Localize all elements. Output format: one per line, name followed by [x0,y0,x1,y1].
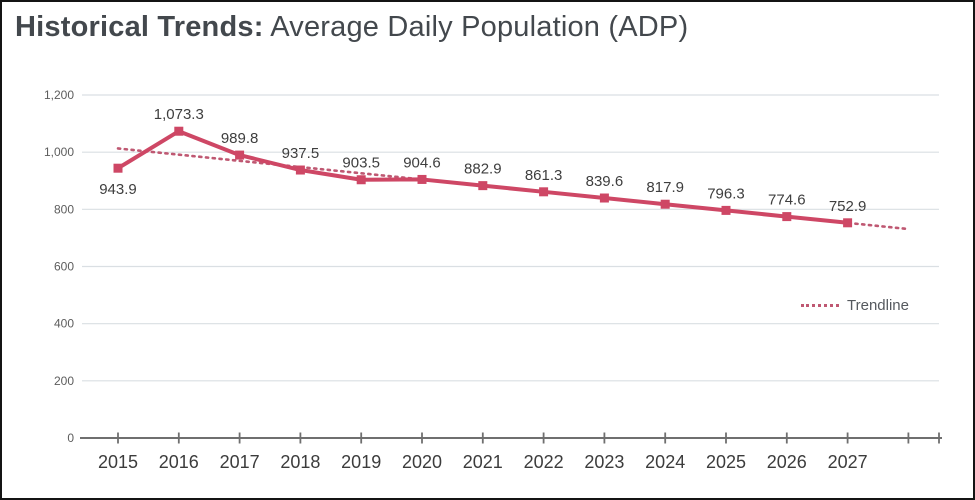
data-point-label: 903.5 [342,155,380,172]
data-point-label: 774.6 [768,192,806,209]
y-axis-label: 1,000 [44,145,74,159]
year-label: 2026 [767,452,807,472]
data-point-label: 937.5 [282,145,320,162]
data-point-marker [417,174,427,184]
data-point-marker [599,193,609,203]
data-point-marker [295,165,305,175]
y-axis-label: 1,200 [44,88,74,102]
year-label: 2022 [524,452,564,472]
year-label: 2027 [828,452,868,472]
year-label: 2023 [584,452,624,472]
trendline-legend: Trendline [801,297,909,314]
trendline-legend-swatch [801,304,839,307]
data-point-marker [235,150,245,160]
data-point-marker [721,205,731,215]
chart-title-suffix: Average Daily Population (ADP) [263,11,689,43]
data-point-label: 839.6 [586,173,624,190]
year-label: 2017 [220,452,260,472]
year-label: 2020 [402,452,442,472]
data-point-marker [356,175,366,185]
data-point-marker [660,199,670,209]
data-point-label: 861.3 [525,167,563,184]
year-label: 2015 [98,452,138,472]
data-point-label: 989.8 [221,130,259,147]
year-label: 2025 [706,452,746,472]
y-axis-label: 800 [54,202,74,216]
data-point-label: 882.9 [464,161,502,178]
data-point-marker [478,181,488,191]
data-point-marker [113,163,123,173]
y-axis-label: 600 [54,260,74,274]
data-point-label: 752.9 [829,198,867,215]
year-label: 2024 [645,452,685,472]
y-axis-label: 400 [54,317,74,331]
chart-title: Historical Trends: Average Daily Populat… [15,10,688,44]
chart-title-prefix: Historical Trends: [15,11,264,43]
data-point-marker [539,187,549,197]
data-point-label: 904.6 [403,154,441,171]
data-point-label: 796.3 [707,185,745,202]
data-point-marker [174,126,184,136]
year-label: 2018 [280,452,320,472]
year-label: 2021 [463,452,503,472]
data-point-marker [843,218,853,228]
data-point-label: 1,073.3 [154,106,204,123]
trendline-legend-label: Trendline [847,297,909,314]
y-axis-label: 0 [67,431,74,445]
y-axis-label: 200 [54,374,74,388]
year-label: 2019 [341,452,381,472]
year-label: 2016 [159,452,199,472]
data-point-label: 817.9 [646,179,684,196]
data-point-label: 943.9 [99,181,137,198]
data-point-marker [782,212,792,222]
